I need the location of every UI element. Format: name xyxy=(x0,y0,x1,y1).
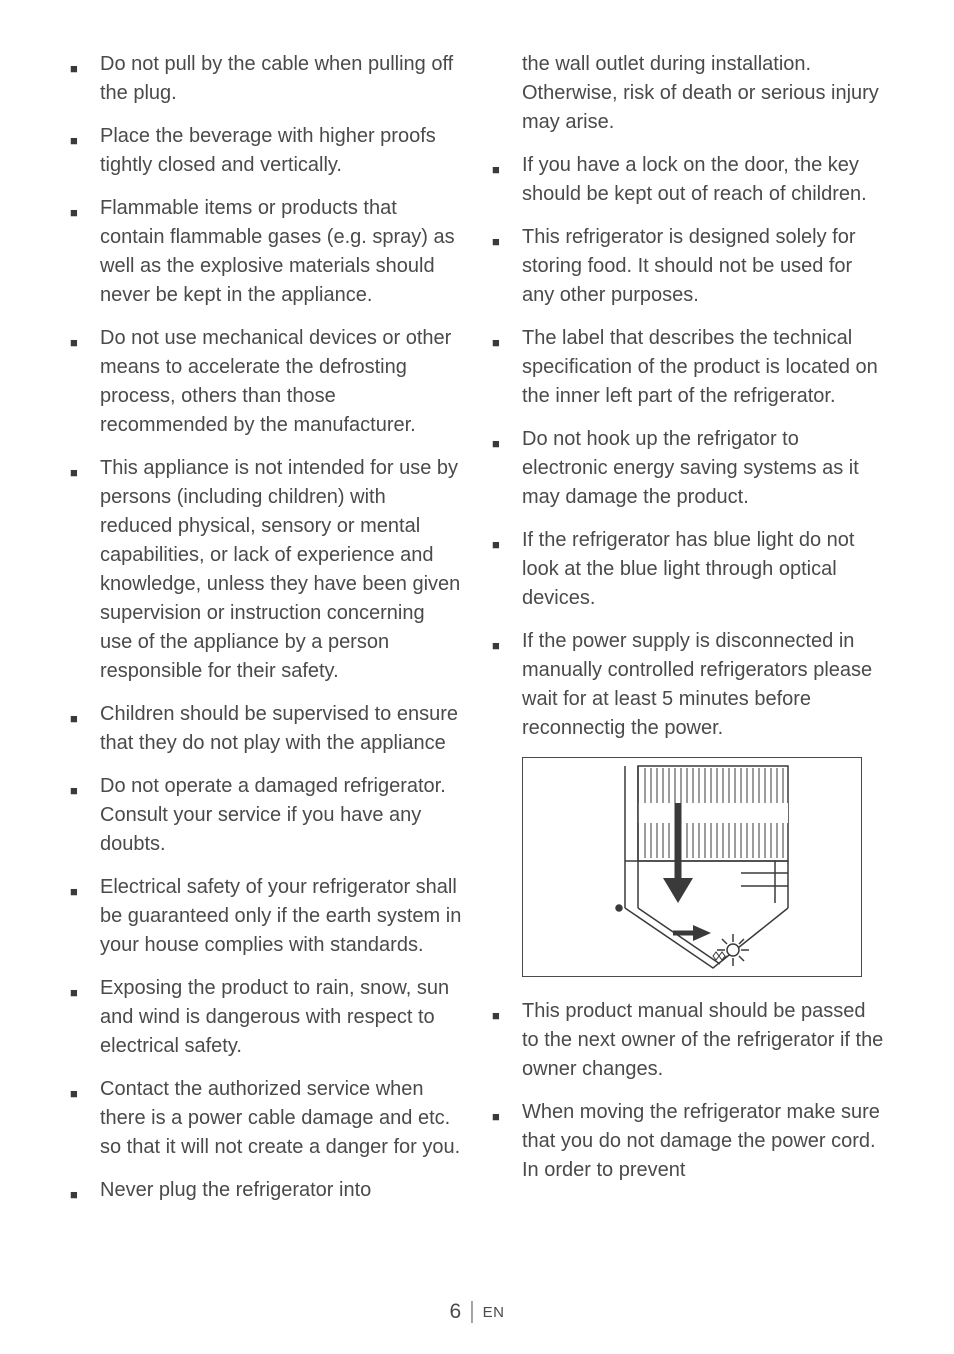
page-content: ■Do not pull by the cable when pulling o… xyxy=(0,0,954,1249)
bullet-icon: ■ xyxy=(492,151,522,176)
list-text: Do not hook up the refrigator to electro… xyxy=(522,425,884,512)
list-item: ■This appliance is not intended for use … xyxy=(70,454,462,686)
right-bullet-list-top: ■If you have a lock on the door, the key… xyxy=(492,151,884,743)
bullet-icon: ■ xyxy=(70,122,100,147)
list-item: ■Do not operate a damaged refrigerator. … xyxy=(70,772,462,859)
list-item: ■If the power supply is disconnected in … xyxy=(492,627,884,743)
bullet-icon: ■ xyxy=(70,194,100,219)
list-text: Never plug the refrigerator into xyxy=(100,1176,462,1205)
list-item: ■The label that describes the technical … xyxy=(492,324,884,411)
bullet-icon: ■ xyxy=(492,997,522,1022)
bullet-icon: ■ xyxy=(70,873,100,898)
bullet-icon: ■ xyxy=(492,223,522,248)
bullet-icon: ■ xyxy=(70,324,100,349)
list-text: Flammable items or products that contain… xyxy=(100,194,462,310)
list-text: This product manual should be passed to … xyxy=(522,997,884,1084)
continuation-text: the wall outlet during installation. Oth… xyxy=(492,50,884,137)
list-text: If you have a lock on the door, the key … xyxy=(522,151,884,209)
bullet-icon: ■ xyxy=(70,772,100,797)
page-number: 6 xyxy=(449,1300,461,1324)
bullet-icon: ■ xyxy=(70,1176,100,1201)
bullet-icon: ■ xyxy=(70,974,100,999)
list-text: This refrigerator is designed solely for… xyxy=(522,223,884,310)
list-item: ■If the refrigerator has blue light do n… xyxy=(492,526,884,613)
page-footer: 6 EN xyxy=(449,1300,504,1324)
bullet-icon: ■ xyxy=(70,50,100,75)
list-item: ■If you have a lock on the door, the key… xyxy=(492,151,884,209)
list-text: Do not pull by the cable when pulling of… xyxy=(100,50,462,108)
list-text: Exposing the product to rain, snow, sun … xyxy=(100,974,462,1061)
bullet-icon: ■ xyxy=(492,324,522,349)
list-item: ■Never plug the refrigerator into xyxy=(70,1176,462,1205)
bullet-icon: ■ xyxy=(492,627,522,652)
list-text: Contact the authorized service when ther… xyxy=(100,1075,462,1162)
footer-language: EN xyxy=(483,1304,505,1321)
bullet-icon: ■ xyxy=(492,1098,522,1123)
list-item: ■Place the beverage with higher proofs t… xyxy=(70,122,462,180)
list-text: If the refrigerator has blue light do no… xyxy=(522,526,884,613)
list-item: ■When moving the refrigerator make sure … xyxy=(492,1098,884,1185)
list-text: Do not operate a damaged refrigerator. C… xyxy=(100,772,462,859)
list-item: ■Do not pull by the cable when pulling o… xyxy=(70,50,462,108)
bullet-icon: ■ xyxy=(492,425,522,450)
right-column: the wall outlet during installation. Oth… xyxy=(492,50,884,1219)
left-bullet-list: ■Do not pull by the cable when pulling o… xyxy=(70,50,462,1205)
bullet-icon: ■ xyxy=(492,526,522,551)
list-text: This appliance is not intended for use b… xyxy=(100,454,462,686)
right-bullet-list-bottom: ■This product manual should be passed to… xyxy=(492,997,884,1185)
list-text: If the power supply is disconnected in m… xyxy=(522,627,884,743)
refrigerator-diagram xyxy=(522,757,862,977)
bullet-icon: ■ xyxy=(70,700,100,725)
list-item: ■Flammable items or products that contai… xyxy=(70,194,462,310)
list-text: Electrical safety of your refrigerator s… xyxy=(100,873,462,960)
list-text: Do not use mechanical devices or other m… xyxy=(100,324,462,440)
footer-divider xyxy=(471,1301,473,1323)
list-item: ■This product manual should be passed to… xyxy=(492,997,884,1084)
list-text: Children should be supervised to ensure … xyxy=(100,700,462,758)
list-item: ■Children should be supervised to ensure… xyxy=(70,700,462,758)
list-item: ■Do not use mechanical devices or other … xyxy=(70,324,462,440)
list-item: ■Electrical safety of your refrigerator … xyxy=(70,873,462,960)
airflow-diagram-svg xyxy=(523,758,862,977)
bullet-icon: ■ xyxy=(70,1075,100,1100)
list-text: When moving the refrigerator make sure t… xyxy=(522,1098,884,1185)
list-text: Place the beverage with higher proofs ti… xyxy=(100,122,462,180)
list-item: ■Contact the authorized service when the… xyxy=(70,1075,462,1162)
list-item: ■Exposing the product to rain, snow, sun… xyxy=(70,974,462,1061)
bullet-icon: ■ xyxy=(70,454,100,479)
list-text: The label that describes the technical s… xyxy=(522,324,884,411)
left-column: ■Do not pull by the cable when pulling o… xyxy=(70,50,462,1219)
list-item: ■This refrigerator is designed solely fo… xyxy=(492,223,884,310)
list-item: ■Do not hook up the refrigator to electr… xyxy=(492,425,884,512)
